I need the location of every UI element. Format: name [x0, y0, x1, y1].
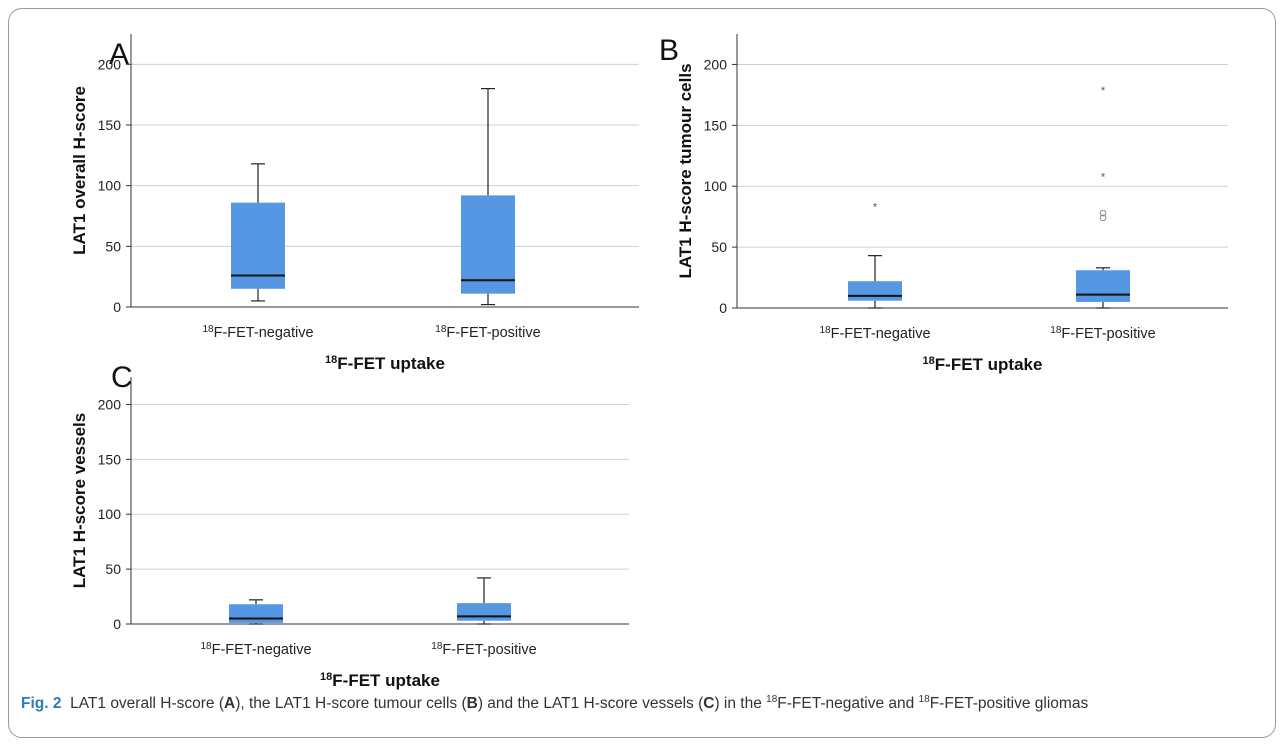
chart-panel-b: B 0 50 100 150 200 LAT1 H-score tumour cells * 1…	[659, 34, 1228, 374]
caption-text-5: F-FET-negative and	[777, 695, 919, 713]
caption-text-4: ) in the	[714, 695, 767, 713]
caption-panel-a: A	[224, 695, 236, 713]
category-label-text: F-FET-negative	[214, 325, 314, 341]
category-label: 18F-FET-negative	[819, 325, 930, 342]
y-tick-label: 100	[98, 178, 122, 194]
x-axis-label-text: F-FET uptake	[337, 354, 445, 373]
caption-panel-c: C	[703, 695, 715, 713]
x-axis-label-sup: 18	[325, 354, 337, 366]
category-label: 18F-FET-positive	[431, 641, 536, 658]
box-iqr	[461, 195, 515, 294]
category-label-text: F-FET-positive	[1061, 326, 1155, 342]
y-tick-label: 200	[98, 56, 122, 72]
box-iqr	[848, 281, 902, 301]
outlier-extreme: *	[1101, 171, 1106, 183]
category-label: 18F-FET-negative	[200, 641, 311, 658]
y-tick-label: 0	[719, 300, 727, 316]
y-tick-label: 0	[113, 299, 121, 315]
y-tick-label: 100	[98, 506, 122, 522]
y-tick-label: 50	[711, 239, 727, 255]
caption-text-1: LAT1 overall H-score (	[70, 695, 225, 713]
caption-sup-2: 18	[918, 694, 930, 705]
caption-panel-b: B	[466, 695, 478, 713]
caption-text-6: F-FET-positive gliomas	[929, 695, 1089, 713]
y-tick-label: 200	[704, 56, 728, 72]
y-axis-label: LAT1 H-score tumour cells	[676, 63, 695, 278]
category-label-text: F-FET-positive	[442, 642, 536, 658]
outlier-circle	[1099, 214, 1107, 222]
category-label-sup: 18	[435, 324, 447, 335]
category-label-sup: 18	[202, 324, 214, 335]
box-iqr	[231, 202, 285, 289]
x-axis-label: 18F-FET uptake	[325, 354, 445, 373]
caption-sup-1: 18	[766, 694, 778, 705]
figure-frame: A 0 50 100 150 200 LAT1 overall H-score 18F-FET…	[8, 8, 1276, 738]
caption-text-2: ), the LAT1 H-score tumour cells (	[235, 695, 467, 713]
category-label: 18F-FET-positive	[435, 324, 540, 341]
y-tick-label: 50	[105, 238, 121, 254]
category-label: 18F-FET-negative	[202, 324, 313, 341]
x-axis-label-text: F-FET uptake	[332, 671, 440, 690]
y-tick-label: 200	[98, 396, 122, 412]
y-tick-label: 150	[98, 451, 122, 467]
category-label-text: F-FET-positive	[446, 325, 540, 341]
box-iqr	[1076, 270, 1130, 302]
category-label-text: F-FET-negative	[212, 642, 312, 658]
x-axis-label: 18F-FET uptake	[923, 355, 1043, 374]
caption-text-3: ) and the LAT1 H-score vessels (	[477, 695, 704, 713]
y-tick-label: 150	[704, 117, 728, 133]
category-label-sup: 18	[200, 641, 212, 652]
y-tick-label: 50	[105, 561, 121, 577]
outlier-extreme: *	[873, 202, 878, 214]
figure-caption: Fig. 2 LAT1 overall H-score (A), the LAT…	[21, 693, 1271, 716]
category-label-text: F-FET-negative	[831, 326, 931, 342]
y-tick-label: 100	[704, 178, 728, 194]
outlier-circle	[1099, 209, 1107, 217]
x-axis-label: 18F-FET uptake	[320, 671, 440, 690]
x-axis-label-sup: 18	[320, 671, 332, 683]
y-axis-label: LAT1 overall H-score	[70, 86, 89, 255]
panel-letter-a: A	[109, 38, 129, 71]
x-axis-label-text: F-FET uptake	[935, 355, 1043, 374]
outlier-extreme: *	[1101, 85, 1106, 97]
y-tick-label: 150	[98, 117, 122, 133]
panel-letter-b: B	[659, 34, 679, 67]
y-axis-label: LAT1 H-score vessels	[70, 413, 89, 588]
box-iqr	[457, 603, 511, 621]
category-label-sup: 18	[819, 325, 831, 336]
y-tick-label: 0	[113, 616, 121, 632]
figure-label: Fig. 2	[21, 695, 62, 713]
category-label-sup: 18	[1050, 325, 1062, 336]
panel-letter-c: C	[111, 361, 133, 394]
x-axis-label-sup: 18	[923, 355, 935, 367]
box-iqr	[229, 604, 283, 623]
category-label-sup: 18	[431, 641, 443, 652]
category-label: 18F-FET-positive	[1050, 325, 1155, 342]
